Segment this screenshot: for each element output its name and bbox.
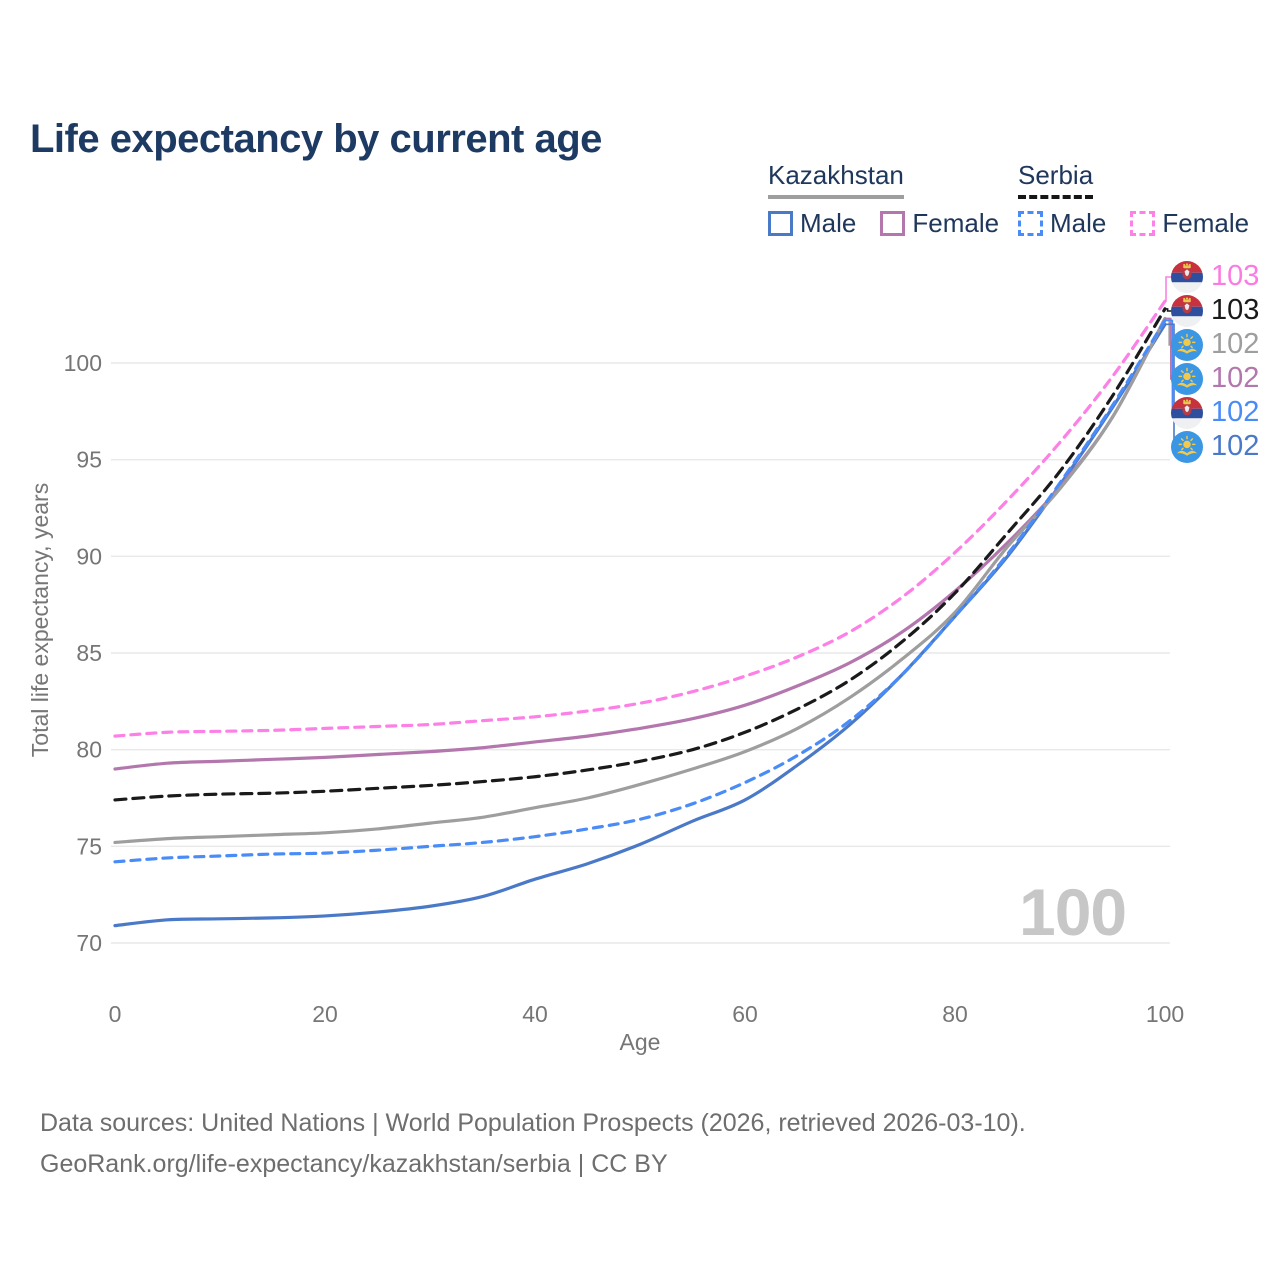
legend-swatch-serbia-female-icon (1130, 211, 1156, 236)
legend-items-serbia: Male Female (1018, 208, 1249, 239)
flag-serbia-icon (1171, 261, 1203, 293)
legend-country-kazakhstan[interactable]: Kazakhstan (768, 160, 904, 199)
line-serbia-male[interactable] (113, 318, 1167, 864)
x-tick-label-60: 60 (732, 1001, 758, 1027)
line-kazakhstan[interactable] (113, 316, 1167, 845)
y-tick-label-100: 100 (64, 350, 102, 376)
line-kazakhstan-male[interactable] (113, 322, 1167, 928)
x-tick-label-20: 20 (312, 1001, 338, 1027)
end-label-value: 103 (1211, 294, 1260, 326)
flag-kazakhstan-icon (1171, 329, 1203, 361)
legend-swatch-kazakhstan-male-icon (768, 211, 793, 236)
legend-label: Male (1050, 208, 1107, 238)
end-label-kazakhstan: 102 (1171, 328, 1259, 361)
leader-line-serbia (1165, 308, 1174, 312)
y-tick-label-75: 75 (76, 833, 102, 859)
footer-data-sources: Data sources: United Nations | World Pop… (40, 1109, 1026, 1137)
y-tick-label-90: 90 (76, 543, 102, 569)
x-axis-title: Age (620, 1029, 661, 1055)
legend-label: Female (912, 208, 1000, 238)
end-label-value: 102 (1211, 328, 1260, 360)
y-tick-label-85: 85 (76, 640, 102, 666)
legend-swatch-serbia-male-icon (1018, 211, 1043, 236)
y-axis-title: Total life expectancy, years (27, 483, 53, 757)
end-label-kazakhstan-male: 102 (1171, 430, 1259, 463)
end-label-value: 102 (1211, 396, 1260, 428)
y-tick-label-95: 95 (76, 447, 102, 473)
x-tick-label-80: 80 (942, 1001, 968, 1027)
legend-country-serbia[interactable]: Serbia (1018, 160, 1094, 199)
line-kazakhstan-female[interactable] (113, 316, 1167, 771)
end-label-value: 102 (1211, 430, 1260, 462)
legend-swatch-kazakhstan-female-icon (880, 211, 906, 236)
legend-label: Female (1162, 208, 1250, 238)
end-label-serbia-female: 103 (1171, 260, 1259, 293)
flag-kazakhstan-icon (1171, 363, 1203, 395)
end-label-value: 102 (1211, 362, 1260, 394)
x-tick-label-0: 0 (109, 1001, 122, 1027)
legend-item-serbia-male[interactable]: Male (1018, 208, 1106, 239)
flag-serbia-icon (1171, 397, 1203, 429)
age-frame-watermark: 100 (1019, 875, 1127, 949)
leader-line-serbia-female (1165, 276, 1174, 302)
legend-label: Male (800, 208, 857, 238)
legend-group-kazakhstan: Kazakhstan Male Female (768, 160, 999, 239)
line-serbia-female[interactable] (113, 299, 1167, 738)
x-tick-label-40: 40 (522, 1001, 548, 1027)
end-label-kazakhstan-female: 102 (1171, 362, 1259, 395)
end-label-value: 103 (1211, 260, 1260, 292)
legend-item-kazakhstan-male[interactable]: Male (768, 208, 856, 239)
footer: Data sources: United Nations | World Pop… (40, 1103, 1026, 1185)
end-label-serbia-male: 102 (1171, 396, 1259, 429)
page-title: Life expectancy by current age (30, 116, 602, 161)
x-tick-label-100: 100 (1146, 1001, 1184, 1027)
line-serbia[interactable] (113, 307, 1167, 802)
footer-attribution: GeoRank.org/life-expectancy/kazakhstan/s… (40, 1150, 668, 1178)
y-tick-label-80: 80 (76, 737, 102, 763)
flag-serbia-icon (1171, 295, 1203, 327)
legend-group-serbia: Serbia Male Female (1018, 160, 1249, 239)
legend-item-serbia-female[interactable]: Female (1130, 208, 1249, 239)
legend-items-kazakhstan: Male Female (768, 208, 999, 239)
end-label-serbia: 103 (1171, 294, 1259, 327)
flag-kazakhstan-icon (1171, 431, 1203, 463)
y-tick-label-70: 70 (76, 930, 102, 956)
legend-item-kazakhstan-female[interactable]: Female (880, 208, 999, 239)
